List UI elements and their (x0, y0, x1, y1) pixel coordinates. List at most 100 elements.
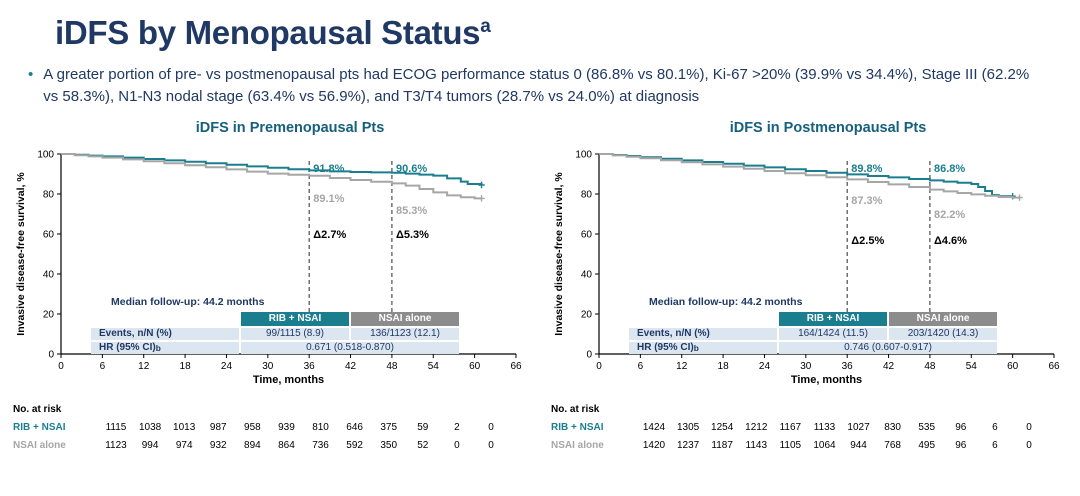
chart-title-postmenopausal: iDFS in Postmenopausal Pts (729, 119, 927, 136)
hr-row-label: HR (95% CI) b (629, 341, 777, 354)
at-risk-count: 350 (380, 440, 397, 451)
x-tick-label: 48 (386, 361, 398, 372)
events-row-label: Events, n/N (%) (91, 327, 239, 340)
bullet-point: • A greater portion of pre- vs postmenop… (28, 64, 1043, 108)
annotation-label: 89.8% (851, 162, 882, 174)
annotation-label: 90.6% (396, 162, 427, 174)
at-risk-count: 1420 (643, 440, 666, 451)
y-tick-label: 80 (581, 189, 593, 200)
events-value-nsai-alone: 136/1123 (12.1) (351, 327, 459, 340)
at-risk-count: 96 (955, 440, 967, 451)
at-risk-count: 535 (918, 422, 935, 433)
hr-label-text: HR (95% CI) (637, 341, 694, 353)
x-tick-label: 18 (180, 361, 192, 372)
events-value-rib-nsai: 99/1115 (8.9) (241, 327, 349, 340)
at-risk-count: 1424 (643, 422, 666, 433)
at-risk-series-label: RIB + NSAI (13, 422, 66, 433)
x-tick-label: 12 (676, 361, 688, 372)
censor-mark (478, 181, 485, 188)
at-risk-count: 1143 (746, 440, 768, 451)
x-tick-label: 48 (924, 361, 936, 372)
at-risk-count: 987 (210, 422, 227, 433)
median-followup-label: Median follow-up: 44.2 months (111, 295, 265, 308)
annotation-label: Δ2.7% (313, 228, 346, 240)
annotation-label: Δ2.5% (851, 234, 884, 246)
at-risk-count: 736 (312, 440, 329, 451)
y-tick-label: 60 (581, 229, 593, 240)
events-value-nsai-alone: 203/1420 (14.3) (889, 327, 997, 340)
x-tick-label: 24 (221, 361, 233, 372)
x-tick-label: 30 (800, 361, 812, 372)
y-axis-title: Invasive disease-free survival, % (15, 171, 27, 335)
x-tick-label: 36 (304, 361, 316, 372)
median-followup-label: Median follow-up: 44.2 months (649, 295, 803, 308)
at-risk-count: 1212 (745, 422, 768, 433)
charts-container: iDFS in Premenopausal Pts 0 20 40 60 80 100 0 6… (0, 108, 1080, 454)
bullet-icon: • (28, 66, 34, 83)
x-tick-label: 24 (759, 361, 771, 372)
at-risk-count: 0 (1026, 440, 1032, 451)
col-header-nsai-alone: NSAI alone (889, 311, 997, 326)
x-tick-label: 36 (842, 361, 854, 372)
at-risk-count: 1254 (711, 422, 734, 433)
page-title: iDFS by Menopausal Statusa (55, 14, 1080, 52)
hr-value: 0.746 (0.607-0.917) (779, 341, 997, 354)
annotation-label: 86.8% (934, 162, 965, 174)
x-tick-label: 60 (469, 361, 481, 372)
at-risk-count: 944 (850, 440, 867, 451)
at-risk-count: 864 (278, 440, 295, 451)
x-tick-label: 0 (596, 361, 602, 372)
at-risk-count: 974 (176, 440, 193, 451)
at-risk-count: 939 (278, 422, 295, 433)
at-risk-count: 1115 (106, 422, 127, 433)
at-risk-count: 52 (417, 440, 429, 451)
page-title-text: iDFS by Menopausal Status (55, 14, 481, 51)
x-tick-label: 54 (966, 361, 978, 372)
at-risk-count: 1038 (139, 422, 162, 433)
stats-table-premenopausal: RIB + NSAI NSAI alone Events, n/N (%) 99… (91, 311, 459, 354)
at-risk-count: 6 (992, 440, 998, 451)
x-axis-title: Time, months (791, 374, 862, 386)
at-risk-count: 830 (884, 422, 901, 433)
premenopausal-panel: iDFS in Premenopausal Pts 0 20 40 60 80 100 0 6… (11, 116, 531, 454)
y-tick-label: 20 (581, 309, 593, 320)
y-tick-label: 40 (43, 269, 55, 280)
x-tick-label: 60 (1007, 361, 1019, 372)
col-header-nsai-alone: NSAI alone (351, 311, 459, 326)
y-tick-label: 60 (43, 229, 55, 240)
at-risk-count: 1167 (780, 422, 802, 433)
at-risk-count: 810 (312, 422, 329, 433)
annotation-label: 87.3% (851, 194, 882, 206)
stats-table-spacer (629, 312, 777, 326)
at-risk-count: 1237 (677, 440, 700, 451)
annotation-label: 85.3% (396, 204, 427, 216)
x-tick-label: 42 (345, 361, 357, 372)
hr-row-label: HR (95% CI) b (91, 341, 239, 354)
hr-label-text: HR (95% CI) (99, 341, 156, 353)
at-risk-count: 894 (244, 440, 261, 451)
hr-value: 0.671 (0.518-0.870) (241, 341, 459, 354)
y-tick-label: 0 (48, 349, 54, 360)
km-curve-rib-nsai (599, 152, 1013, 197)
y-axis-title: Invasive disease-free survival, % (553, 171, 565, 335)
at-risk-count: 1133 (814, 422, 836, 433)
at-risk-title: No. at risk (13, 404, 62, 415)
postmenopausal-panel: iDFS in Postmenopausal Pts 0 20 40 60 80 100 0… (549, 116, 1069, 454)
at-risk-count: 0 (488, 422, 494, 433)
y-tick-label: 0 (586, 349, 592, 360)
at-risk-count: 1027 (847, 422, 870, 433)
x-tick-label: 6 (638, 361, 644, 372)
at-risk-count: 1187 (711, 440, 733, 451)
at-risk-count: 932 (210, 440, 227, 451)
y-tick-label: 80 (43, 189, 55, 200)
y-tick-label: 20 (43, 309, 55, 320)
at-risk-count: 0 (1026, 422, 1032, 433)
at-risk-count: 6 (992, 422, 998, 433)
at-risk-count: 1305 (677, 422, 700, 433)
at-risk-count: 0 (454, 440, 460, 451)
km-plot-area-premenopausal: 0 20 40 60 80 100 0 6 12 18 24 30 36 42 48 54 60 66 Invasi… (11, 142, 531, 454)
at-risk-count: 646 (346, 422, 363, 433)
at-risk-count: 1105 (780, 440, 802, 451)
events-row-label: Events, n/N (%) (629, 327, 777, 340)
x-tick-label: 12 (138, 361, 150, 372)
